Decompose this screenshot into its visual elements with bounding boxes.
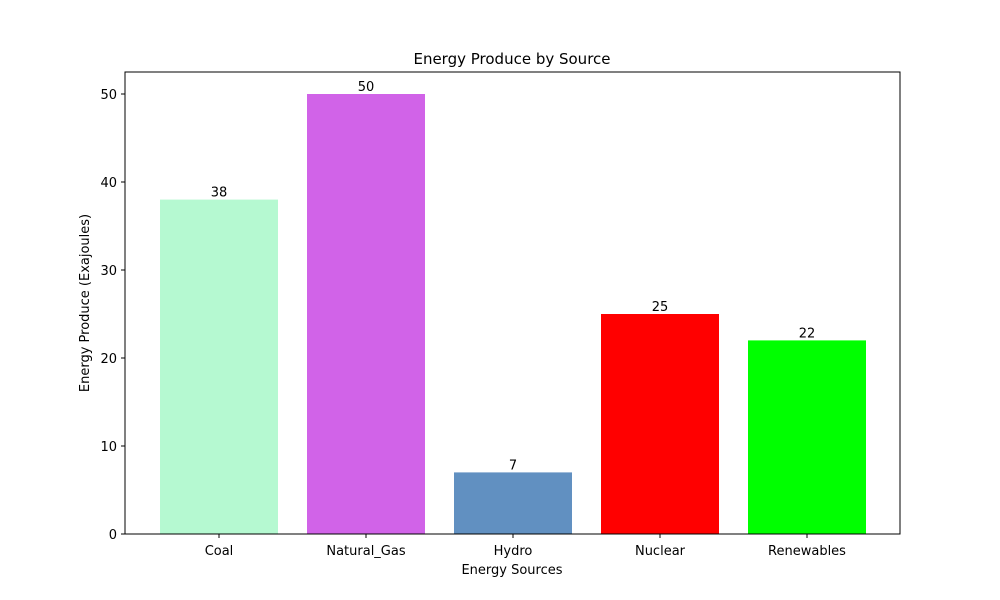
bar-natural-gas	[307, 94, 425, 534]
data-label: 50	[358, 80, 375, 95]
x-tick-label: Hydro	[494, 544, 533, 559]
data-label: 22	[799, 326, 816, 341]
x-tick-label: Coal	[205, 544, 234, 559]
bar-hydro	[454, 472, 572, 534]
data-label: 38	[211, 186, 228, 201]
x-tick-label: Natural_Gas	[326, 544, 405, 559]
x-axis-label: Energy Sources	[461, 563, 562, 578]
x-tick-label: Nuclear	[635, 544, 686, 559]
x-axis: Coal Natural_Gas Hydro Nuclear Renewables	[205, 534, 846, 559]
y-tick-label: 10	[100, 440, 117, 455]
y-tick-label: 0	[109, 528, 117, 543]
bar-nuclear	[601, 314, 719, 534]
y-axis: 0 10 20 30 40 50	[100, 88, 125, 543]
data-labels-group: 38 50 7 25 22	[211, 80, 816, 473]
y-axis-label: Energy Produce (Exajoules)	[78, 214, 93, 392]
data-label: 7	[509, 458, 517, 473]
bars-group	[160, 94, 866, 534]
plot-frame	[124, 71, 901, 535]
chart-title: Energy Produce by Source	[413, 50, 610, 68]
y-tick-label: 30	[100, 264, 117, 279]
bar-renewables	[748, 340, 866, 534]
y-tick-label: 40	[100, 176, 117, 191]
data-label: 25	[652, 300, 669, 315]
bar-coal	[160, 199, 278, 534]
y-tick-label: 20	[100, 352, 117, 367]
y-tick-label: 50	[100, 88, 117, 103]
x-tick-label: Renewables	[768, 544, 846, 559]
